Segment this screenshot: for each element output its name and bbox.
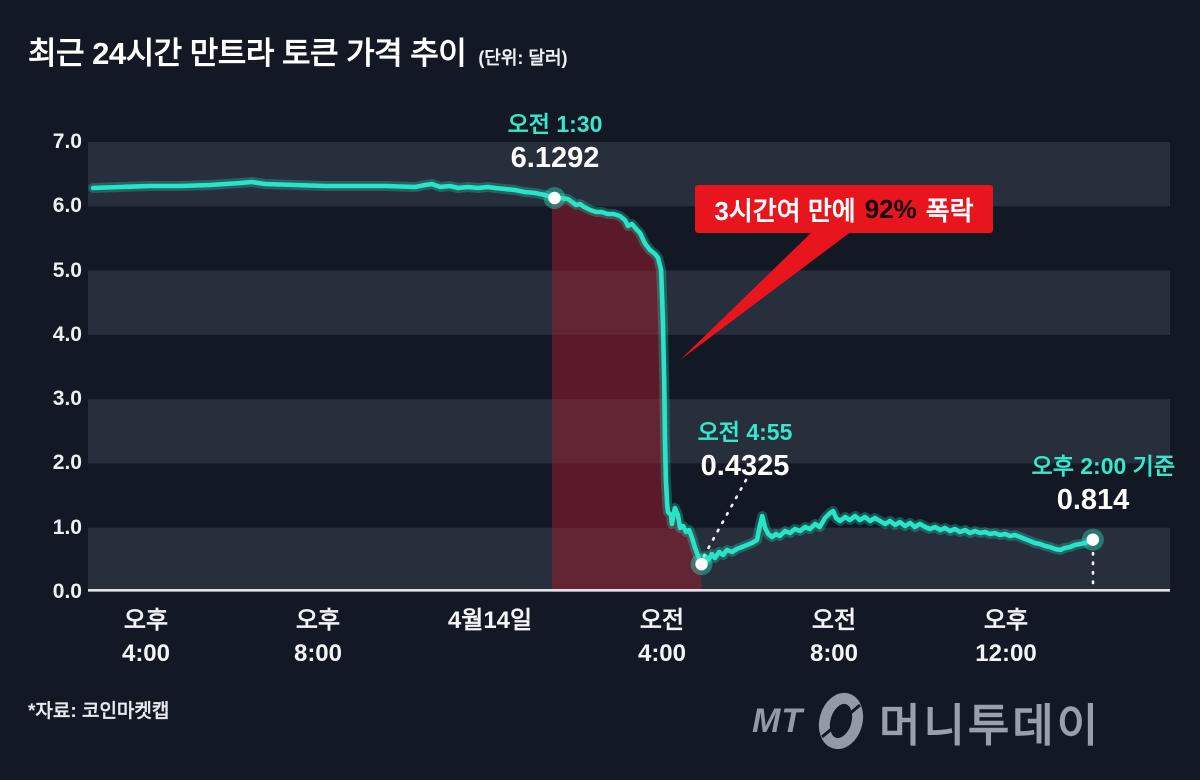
callout-text-suffix: 폭락 — [925, 195, 974, 226]
x-tick-line1: 오전 — [639, 607, 685, 634]
title-row: 최근 24시간 만트라 토큰 가격 추이 (단위: 달러) — [28, 28, 568, 73]
x-tick-label: 오후 8:00 — [233, 604, 403, 670]
crash-highlight-area — [551, 197, 702, 592]
callout-text-prefix: 3시간여 만에 — [714, 195, 856, 226]
x-tick-label: 오전 4:00 — [577, 604, 747, 670]
x-tick-line2: 4:00 — [121, 640, 171, 667]
x-tick-line2: 12:00 — [975, 640, 1037, 667]
peak-time-label: 오전 1:30 — [507, 111, 603, 137]
x-tick-line2: 4:00 — [637, 640, 687, 667]
peak-marker-dot — [548, 191, 561, 205]
crash-area-polygon — [551, 197, 702, 592]
latest-time-label: 오후 2:00 기준 — [1031, 453, 1175, 479]
y-tick-label: 5.0 — [52, 258, 82, 282]
price-line — [90, 179, 1096, 567]
y-tick-label: 4.0 — [52, 322, 82, 346]
y-tick-label: 6.0 — [52, 194, 82, 218]
y-tick-label: 7.0 — [52, 130, 82, 153]
y-tick-label: 2.0 — [52, 451, 82, 475]
callout-percent: 92% — [864, 193, 917, 224]
logo-brand-text: 머니투데이 — [879, 699, 1102, 751]
x-tick-label: 오전 8:00 — [749, 604, 919, 670]
x-tick-line1: 오후 — [123, 607, 169, 634]
x-tick-label: 4월14일 — [405, 604, 575, 637]
x-tick-line1: 4월14일 — [447, 607, 533, 634]
y-tick-label: 0.0 — [52, 580, 82, 603]
x-tick-line1: 오후 — [983, 607, 1029, 634]
latest-marker-dot — [1086, 533, 1100, 546]
latest-value-label: 0.814 — [1056, 484, 1130, 516]
y-tick-label: 3.0 — [52, 387, 82, 411]
trough-marker-dot — [695, 557, 708, 571]
logo-mt-text: MT — [752, 701, 804, 740]
x-tick-line1: 오전 — [811, 607, 857, 634]
page-title: 최근 24시간 만트라 토큰 가격 추이 — [28, 36, 467, 71]
trough-time-label: 오전 4:55 — [697, 419, 793, 445]
source-note: *자료: 코인마켓캡 — [28, 701, 170, 722]
moneytoday-logo: MT 머니투데이 — [752, 690, 1101, 752]
price-line-group — [88, 177, 1098, 570]
trough-value-label: 0.4325 — [700, 450, 790, 482]
y-tick-label: 1.0 — [52, 515, 82, 539]
point-markers — [543, 186, 1104, 576]
crash-callout: 3시간여 만에 92% 폭락 — [695, 185, 993, 233]
x-tick-line1: 오후 — [295, 607, 341, 634]
x-tick-label: 오후 4:00 — [61, 604, 231, 670]
x-tick-line2: 8:00 — [809, 640, 859, 667]
unit-label: (단위: 달러) — [478, 48, 568, 68]
coin-icon — [818, 692, 864, 750]
x-axis-line — [88, 589, 1170, 592]
callout-pointer — [680, 231, 852, 360]
x-tick-line2: 8:00 — [293, 640, 343, 667]
x-tick-label: 오후 12:00 — [921, 604, 1091, 670]
peak-value-label: 6.1292 — [510, 142, 600, 174]
